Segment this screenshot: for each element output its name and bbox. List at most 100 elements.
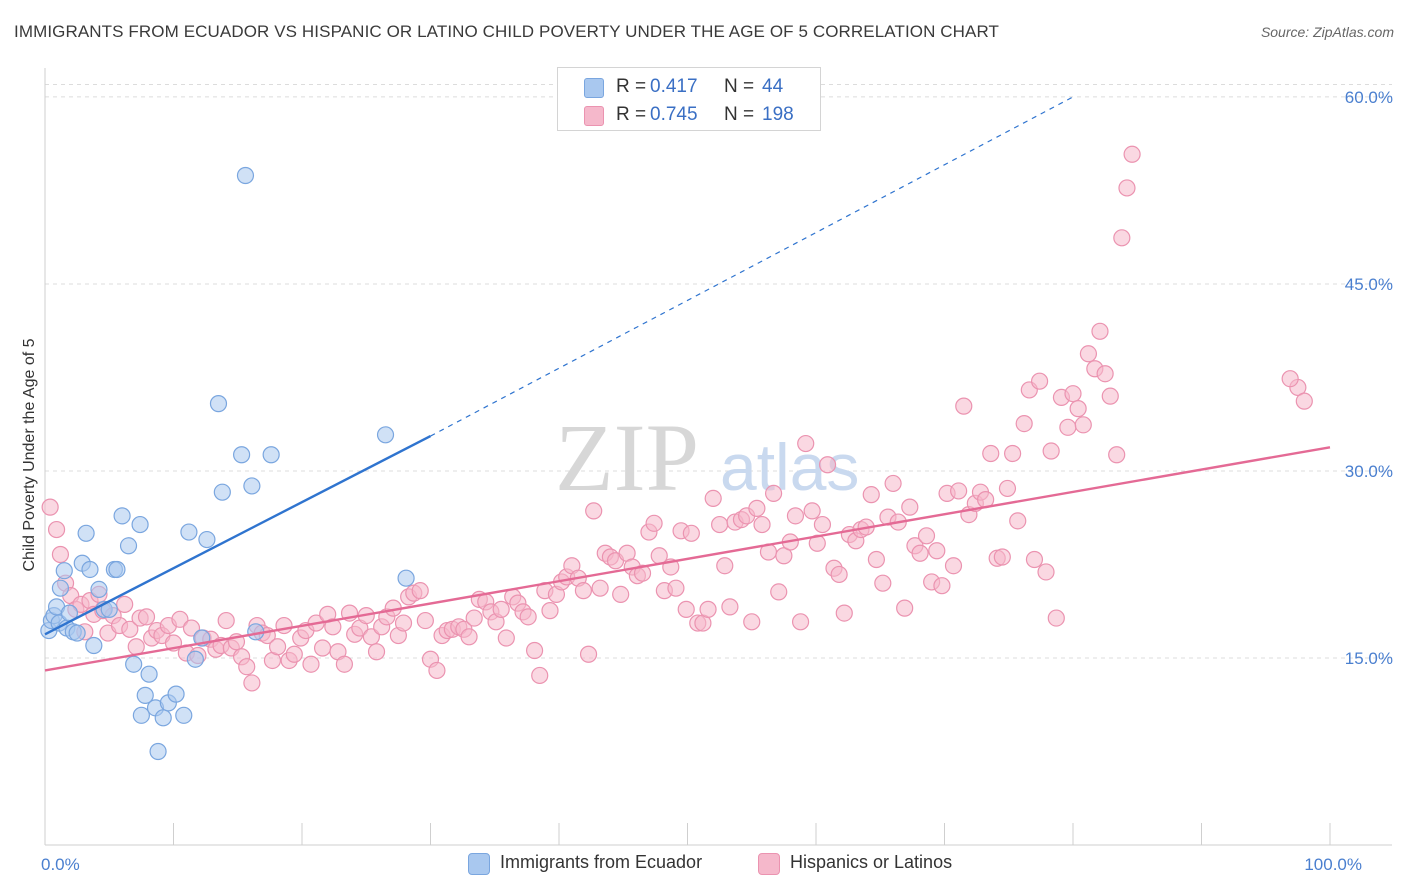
point-hispanics xyxy=(667,579,685,597)
point-hispanics xyxy=(748,499,766,517)
point-hispanics xyxy=(770,583,788,601)
y-tick-label: 30.0% xyxy=(1345,462,1393,481)
point-hispanics xyxy=(743,613,761,631)
point-hispanics xyxy=(121,620,139,638)
point-ecuador xyxy=(213,483,231,501)
point-ecuador xyxy=(180,523,198,541)
point-hispanics xyxy=(268,638,287,656)
point-hispanics xyxy=(285,645,303,663)
point-ecuador xyxy=(243,477,261,495)
point-hispanics xyxy=(367,643,386,661)
point-hispanics xyxy=(416,611,434,630)
point-hispanics xyxy=(982,444,1000,463)
point-hispanics xyxy=(1079,345,1098,363)
point-ecuador xyxy=(209,395,228,413)
point-hispanics xyxy=(933,577,951,595)
point-ecuador xyxy=(175,706,193,724)
point-hispanics xyxy=(362,628,380,646)
point-hispanics xyxy=(394,614,413,632)
y-axis-label: Child Poverty Under the Age of 5 xyxy=(21,338,38,572)
series-ecuador-points xyxy=(40,166,415,761)
point-hispanics xyxy=(764,484,783,503)
point-ecuador xyxy=(77,524,95,542)
point-ecuador xyxy=(131,515,149,534)
point-hispanics xyxy=(753,515,771,534)
point-hispanics xyxy=(525,641,544,660)
point-hispanics xyxy=(1123,145,1141,163)
trend-lines xyxy=(44,96,1331,672)
point-hispanics xyxy=(497,629,515,647)
point-ecuador xyxy=(51,579,70,597)
point-ecuador xyxy=(132,706,150,724)
x-tick-label: 0.0% xyxy=(41,855,80,874)
y-tick-label: 45.0% xyxy=(1345,275,1393,294)
legend-swatch-hispanics xyxy=(584,106,604,126)
point-hispanics xyxy=(465,609,483,627)
point-hispanics xyxy=(867,550,885,569)
point-hispanics xyxy=(238,658,256,676)
point-hispanics xyxy=(1113,229,1131,247)
point-hispanics xyxy=(1295,392,1313,410)
point-hispanics xyxy=(585,502,603,520)
point-hispanics xyxy=(411,582,429,600)
point-hispanics xyxy=(633,564,652,582)
y-tick-label: 15.0% xyxy=(1345,649,1393,668)
point-hispanics xyxy=(182,619,201,637)
point-hispanics xyxy=(862,486,880,504)
point-ecuador xyxy=(198,530,216,549)
tick-labels: 15.0% 30.0% 45.0% 60.0% 0.0% 100.0% xyxy=(41,88,1393,874)
watermark-atlas: atlas xyxy=(720,430,859,504)
point-hispanics xyxy=(428,661,446,680)
point-hispanics xyxy=(896,599,914,617)
point-ecuador xyxy=(108,560,126,579)
legend-row-hispanics: R = 0.745 N = 198 xyxy=(558,100,820,130)
point-hispanics xyxy=(1025,550,1044,569)
point-hispanics xyxy=(911,544,929,562)
legend-n-label: N = xyxy=(724,104,755,125)
point-hispanics xyxy=(302,655,320,673)
correlation-legend: R = 0.417 N = 44 R = 0.745 N = 198 xyxy=(557,67,821,131)
legend-swatch-ecuador xyxy=(584,78,604,98)
point-hispanics xyxy=(137,608,156,626)
legend-r-label: R = xyxy=(616,76,647,97)
point-hispanics xyxy=(612,585,630,603)
legend-r-value: 0.745 xyxy=(650,104,698,125)
point-ecuador xyxy=(233,446,251,464)
point-hispanics xyxy=(1042,442,1060,460)
point-hispanics xyxy=(1118,179,1136,197)
point-hispanics xyxy=(1064,385,1082,403)
point-hispanics xyxy=(579,645,598,663)
x-tick-label: 100.0% xyxy=(1304,855,1362,874)
point-ecuador xyxy=(81,560,99,579)
point-hispanics xyxy=(721,598,739,616)
point-hispanics xyxy=(716,557,734,575)
point-hispanics xyxy=(335,655,354,673)
point-ecuador xyxy=(236,166,255,185)
trend-line-hispanics xyxy=(44,446,1331,672)
point-hispanics xyxy=(275,616,293,635)
point-hispanics xyxy=(901,498,919,516)
axes xyxy=(44,68,1392,846)
point-hispanics xyxy=(1047,609,1065,627)
point-hispanics xyxy=(813,515,832,534)
point-hispanics xyxy=(645,514,663,532)
point-hispanics xyxy=(998,479,1017,498)
legend-n-value: 44 xyxy=(762,76,784,97)
point-hispanics xyxy=(313,639,332,657)
point-hispanics xyxy=(492,600,510,618)
point-hispanics xyxy=(944,557,963,575)
point-hispanics xyxy=(1108,446,1126,464)
point-hispanics xyxy=(711,515,729,534)
legend-row-ecuador: R = 0.417 N = 44 xyxy=(558,72,820,102)
point-ecuador xyxy=(262,446,280,464)
point-hispanics xyxy=(1015,414,1033,433)
point-hispanics xyxy=(1091,322,1109,340)
bottom-legend-swatch-hispanics xyxy=(758,853,780,875)
y-axis-label-wrap: Child Poverty Under the Age of 5 xyxy=(18,0,42,892)
point-ecuador xyxy=(140,665,158,683)
y-tick-label: 60.0% xyxy=(1345,88,1393,107)
legend-r-label: R = xyxy=(616,104,647,125)
point-hispanics xyxy=(786,507,805,525)
point-ecuador xyxy=(85,636,103,655)
